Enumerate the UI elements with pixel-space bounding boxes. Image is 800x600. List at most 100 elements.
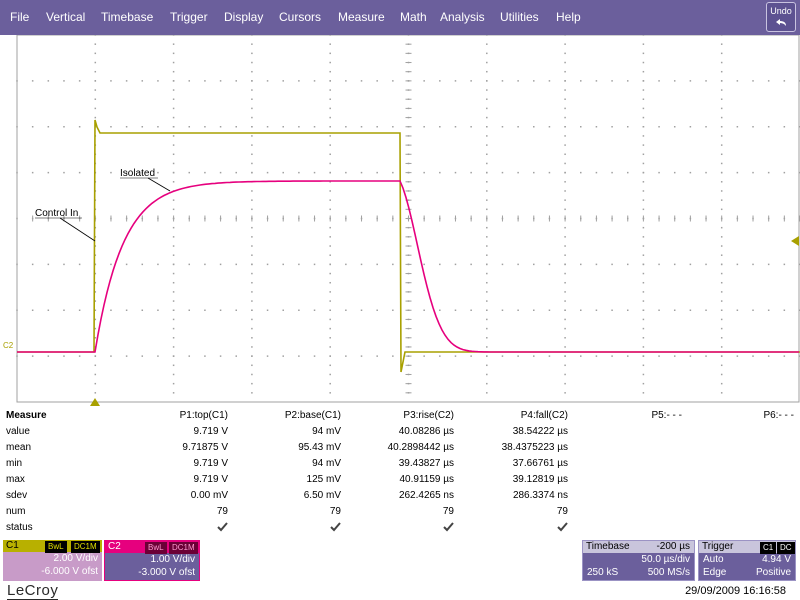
trace-c1-control-in (17, 119, 800, 373)
column-p3[interactable]: P3:rise(C2) (403, 410, 454, 421)
c1-vdiv: 2.00 V/div (53, 553, 98, 564)
timebase-descriptor[interactable]: Timebase -200 µs 50.0 µs/div 250 kS 500 … (582, 540, 695, 581)
timebase-label: Timebase (586, 541, 630, 552)
channel-c1-descriptor[interactable]: C1 BwL DC1M 2.00 V/div -6.000 V ofst (3, 540, 102, 581)
menu-timebase[interactable]: Timebase (101, 10, 154, 24)
check-icon (217, 522, 228, 532)
trigger-coupling-tag: DC (777, 542, 795, 554)
menu-analysis[interactable]: Analysis (440, 10, 485, 24)
menu-vertical[interactable]: Vertical (46, 10, 86, 24)
isolated-label: Isolated (120, 168, 155, 179)
measure-cell: 0.00 mV (190, 490, 228, 501)
measure-cell: 39.12819 µs (512, 474, 568, 485)
control-in-label: Control In (35, 208, 78, 219)
waveform-display[interactable]: Control In Isolated C2 (0, 35, 800, 408)
lecroy-logo: LeCroy (7, 582, 59, 600)
measure-cell: 37.66761 µs (512, 458, 568, 469)
c2-vdiv: 1.00 V/div (150, 554, 195, 565)
c2-bwl-tag: BwL (145, 542, 167, 554)
measure-row-min: min 9.719 V 94 mV 39.43827 µs 37.66761 µs (0, 458, 800, 474)
status-p2 (225, 522, 341, 535)
timebase-rate: 500 MS/s (647, 567, 690, 578)
menu-cursors[interactable]: Cursors (279, 10, 322, 24)
trigger-mode: Auto (703, 554, 724, 565)
measure-cell: 39.43827 µs (398, 458, 454, 469)
trigger-label: Trigger (702, 541, 734, 552)
measure-table: Measure P1:top(C1) P2:base(C1) P3:rise(C… (0, 408, 800, 538)
column-p4[interactable]: P4:fall(C2) (520, 410, 568, 421)
grid (16, 35, 800, 403)
measure-cell: 40.2898442 µs (387, 442, 454, 453)
row-label: sdev (6, 490, 28, 501)
measure-cell: 9.719 V (193, 426, 228, 437)
measure-cell: 94 mV (312, 458, 341, 469)
measure-row-sdev: sdev 0.00 mV 6.50 mV 262.4265 ns 286.3374 ns (0, 490, 800, 506)
measure-row-max: max 9.719 V 125 mV 40.91159 µs 39.12819 µs (0, 474, 800, 490)
measure-status-row: status (0, 522, 800, 538)
undo-icon (776, 19, 786, 26)
check-icon (557, 522, 568, 532)
timebase-tdiv: 50.0 µs/div (641, 554, 690, 565)
column-p1[interactable]: P1:top(C1) (179, 410, 228, 421)
c1-coupling-tag: DC1M (71, 541, 100, 553)
column-p6[interactable]: P6:- - - (763, 410, 794, 421)
measure-cell: 125 mV (306, 474, 341, 485)
menu-math[interactable]: Math (400, 10, 427, 24)
c2-offset: -3.000 V ofst (138, 567, 195, 578)
status-label: status (6, 522, 33, 533)
menu-trigger[interactable]: Trigger (170, 10, 208, 24)
measure-cell: 9.719 V (193, 458, 228, 469)
isolated-pointer (147, 177, 171, 192)
measure-header-row: Measure P1:top(C1) P2:base(C1) P3:rise(C… (0, 410, 800, 426)
c1-name: C1 (6, 540, 19, 551)
control-in-pointer (59, 217, 96, 242)
column-p2[interactable]: P2:base(C1) (284, 410, 341, 421)
row-label: mean (6, 442, 32, 453)
c2-coupling-tag: DC1M (169, 542, 198, 554)
check-icon (330, 522, 341, 532)
menu-measure[interactable]: Measure (338, 10, 385, 24)
row-label: max (6, 474, 25, 485)
measure-cell: 94 mV (312, 426, 341, 437)
trigger-level-arrow-icon[interactable] (791, 236, 799, 246)
c2-offset-marker[interactable]: C2 (3, 341, 14, 350)
measure-row-value: value 9.719 V 94 mV 40.08286 µs 38.54222 µs (0, 426, 800, 442)
status-p3 (338, 522, 454, 535)
measure-cell: 79 (329, 506, 341, 517)
menu-file[interactable]: File (10, 10, 30, 24)
trigger-type: Edge (703, 567, 727, 578)
footer: LeCroy 29/09/2009 16:16:58 (0, 581, 800, 600)
trigger-slope: Positive (755, 567, 791, 578)
c1-bwl-tag: BwL (45, 541, 67, 553)
measure-cell: 9.719 V (193, 474, 228, 485)
measure-cell: 95.43 mV (298, 442, 341, 453)
measure-cell: 6.50 mV (303, 490, 341, 501)
row-label: value (6, 426, 30, 437)
menu-bar: File Vertical Timebase Trigger Display C… (0, 0, 800, 35)
column-p5[interactable]: P5:- - - (651, 410, 682, 421)
menu-help[interactable]: Help (556, 10, 581, 24)
measure-title: Measure (6, 410, 47, 421)
channel-c2-descriptor[interactable]: C2 BwL DC1M 1.00 V/div -3.000 V ofst (104, 540, 200, 581)
scope-graticule[interactable]: Control In Isolated C2 (0, 35, 800, 408)
measure-cell: 286.3374 ns (512, 490, 568, 501)
c1-offset: -6.000 V ofst (41, 566, 98, 577)
check-icon (443, 522, 454, 532)
menu-display[interactable]: Display (224, 10, 264, 24)
measure-cell: 79 (556, 506, 568, 517)
trigger-level: 4.94 V (762, 554, 791, 565)
row-label: min (6, 458, 23, 469)
measure-cell: 40.08286 µs (398, 426, 454, 437)
status-p4 (452, 522, 568, 535)
measure-row-num: num 79 79 79 79 (0, 506, 800, 522)
undo-button[interactable]: Undo (766, 2, 796, 32)
measure-cell: 262.4265 ns (398, 490, 454, 501)
measure-cell: 38.54222 µs (512, 426, 568, 437)
trigger-position-arrow-icon[interactable] (90, 398, 100, 406)
menu-utilities[interactable]: Utilities (500, 10, 539, 24)
status-p1 (110, 522, 228, 535)
timebase-delay: -200 µs (656, 541, 690, 552)
trigger-descriptor[interactable]: Trigger C1 DC Auto 4.94 V Edge Positive (698, 540, 796, 581)
date-time: 29/09/2009 16:16:58 (685, 585, 786, 597)
measure-cell: 9.71875 V (182, 442, 228, 453)
